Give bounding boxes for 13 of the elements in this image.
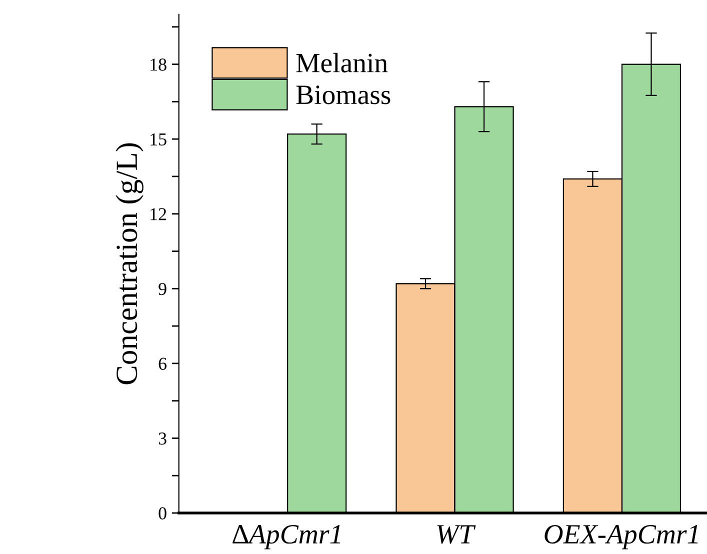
y-tick-label: 18 bbox=[150, 58, 166, 71]
y-axis-title: Concentration (g/L) bbox=[116, 143, 144, 384]
y-tick-label: 6 bbox=[158, 358, 167, 370]
y-tick-label: 9 bbox=[158, 282, 166, 296]
y-tick-label: 0 bbox=[158, 507, 166, 520]
y-tick-label: 3 bbox=[158, 432, 166, 445]
legend-label: Biomass bbox=[296, 86, 390, 104]
y-tick-label: 12 bbox=[150, 208, 166, 220]
y-tick-label: 15 bbox=[150, 133, 166, 146]
x-tick-label: WT bbox=[437, 525, 476, 544]
x-tick-label: OEX-ApCmr1 bbox=[544, 524, 698, 550]
x-tick-label: ∆ApCmr1 bbox=[232, 524, 340, 550]
legend-label: Melanin bbox=[296, 52, 388, 72]
